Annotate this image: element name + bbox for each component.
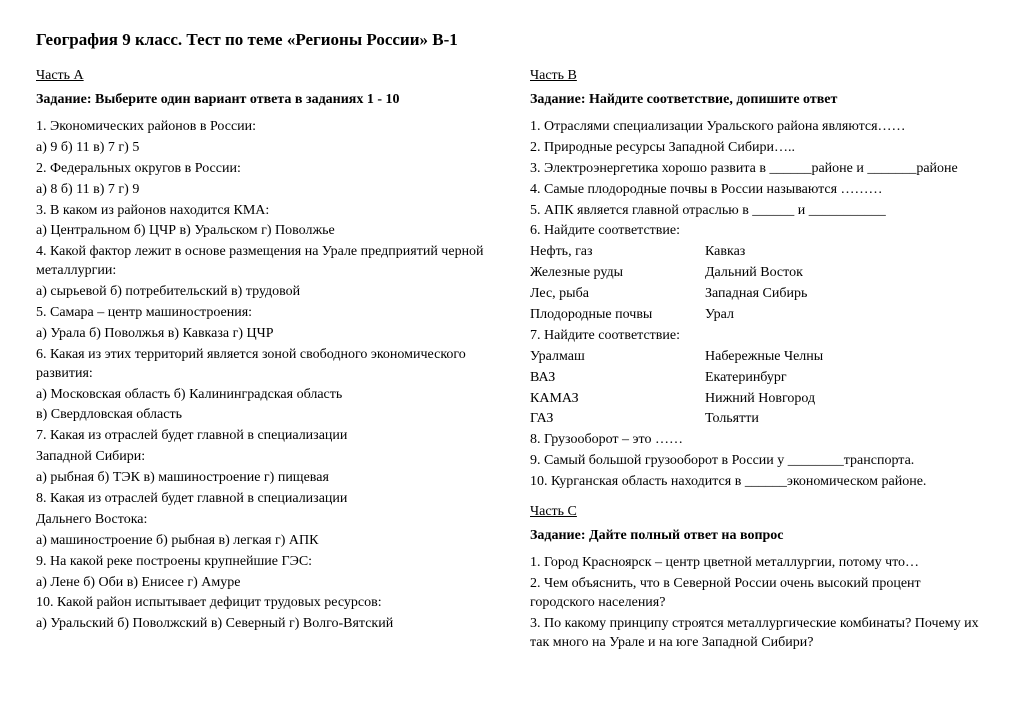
part-b-label: Часть В [530, 68, 988, 84]
part-b2-line: 10. Курганская область находится в _____… [530, 473, 988, 492]
left-column: Часть А Задание: Выберите один вариант о… [36, 62, 494, 654]
part-b1-line: 5. АПК является главной отраслью в _____… [530, 202, 988, 221]
match1-left: Плодородные почвы [530, 306, 705, 325]
part-b2-line: 8. Грузооборот – это …… [530, 431, 988, 450]
match-table-2: УралмашНабережные ЧелныВАЗЕкатеринбургКА… [530, 348, 988, 430]
match1-right: Кавказ [705, 243, 745, 262]
match2-row: ВАЗЕкатеринбург [530, 369, 988, 388]
part-b1-line: 3. Электроэнергетика хорошо развита в __… [530, 160, 988, 179]
part-a-line: 3. В каком из районов находится КМА: [36, 202, 494, 221]
match1-row: Нефть, газКавказ [530, 243, 988, 262]
part-b1-line: 2. Природные ресурсы Западной Сибири….. [530, 139, 988, 158]
two-column-layout: Часть А Задание: Выберите один вариант о… [36, 62, 988, 654]
match1-row: Плодородные почвыУрал [530, 306, 988, 325]
match1-right: Урал [705, 306, 734, 325]
part-a-line: 10. Какой район испытывает дефицит трудо… [36, 594, 494, 613]
match2-right: Набережные Челны [705, 348, 823, 367]
match1-right: Западная Сибирь [705, 285, 807, 304]
part-a-line: а) Центральном б) ЦЧР в) Уральском г) По… [36, 222, 494, 241]
part-a-line: 8. Какая из отраслей будет главной в спе… [36, 490, 494, 509]
part-b-task: Задание: Найдите соответствие, допишите … [530, 92, 988, 108]
part-c-label: Часть С [530, 504, 988, 520]
page-title: География 9 класс. Тест по теме «Регионы… [36, 30, 988, 50]
part-c-line: 3. По какому принципу строятся металлург… [530, 615, 988, 653]
part-b1-line: 4. Самые плодородные почвы в России назы… [530, 181, 988, 200]
part-a-line: а) машиностроение б) рыбная в) легкая г)… [36, 532, 494, 551]
part-a-line: 1. Экономических районов в России: [36, 118, 494, 137]
match2-left: ВАЗ [530, 369, 705, 388]
part-b1-line: 6. Найдите соответствие: [530, 222, 988, 241]
part-a-line: а) сырьевой б) потребительский в) трудов… [36, 283, 494, 302]
match2-row: КАМАЗНижний Новгород [530, 390, 988, 409]
match2-left: Уралмаш [530, 348, 705, 367]
part-a-line: а) 9 б) 11 в) 7 г) 5 [36, 139, 494, 158]
part-c-task: Задание: Дайте полный ответ на вопрос [530, 528, 988, 544]
part-a-line: Западной Сибири: [36, 448, 494, 467]
part-c-body: 1. Город Красноярск – центр цветной мета… [530, 554, 988, 652]
part-a-line: 4. Какой фактор лежит в основе размещени… [36, 243, 494, 281]
match2-left: КАМАЗ [530, 390, 705, 409]
part-a-line: Дальнего Востока: [36, 511, 494, 530]
part-a-line: а) Уральский б) Поволжский в) Северный г… [36, 615, 494, 634]
match2-right: Тольятти [705, 410, 759, 429]
match2-left: ГАЗ [530, 410, 705, 429]
part-a-line: 9. На какой реке построены крупнейшие ГЭ… [36, 553, 494, 572]
part-a-line: 2. Федеральных округов в России: [36, 160, 494, 179]
part-a-line: 6. Какая из этих территорий является зон… [36, 346, 494, 384]
match1-left: Лес, рыба [530, 285, 705, 304]
part-c-line: 1. Город Красноярск – центр цветной мета… [530, 554, 988, 573]
part-b-lines-2: 8. Грузооборот – это …… 9. Самый большой … [530, 431, 988, 492]
match-table-1: Нефть, газКавказЖелезные рудыДальний Вос… [530, 243, 988, 325]
part-a-line: а) Урала б) Поволжья в) Кавказа г) ЦЧР [36, 325, 494, 344]
part-a-label: Часть А [36, 68, 494, 84]
match1-left: Железные руды [530, 264, 705, 283]
part-b2-line: 9. Самый большой грузооборот в России у … [530, 452, 988, 471]
part-a-line: а) рыбная б) ТЭК в) машиностроение г) пи… [36, 469, 494, 488]
part-b-lines-1: 1. Отраслями специализации Уральского ра… [530, 118, 988, 241]
part-a-line: а) Московская область б) Калининградская… [36, 386, 494, 405]
match1-left: Нефть, газ [530, 243, 705, 262]
part-a-line: в) Свердловская область [36, 406, 494, 425]
part-b1-line: 1. Отраслями специализации Уральского ра… [530, 118, 988, 137]
part-a-line: а) Лене б) Оби в) Енисее г) Амуре [36, 574, 494, 593]
part-c-line: 2. Чем объяснить, что в Северной России … [530, 575, 988, 613]
part-a-line: а) 8 б) 11 в) 7 г) 9 [36, 181, 494, 200]
match2-right: Нижний Новгород [705, 390, 815, 409]
match1-row: Лес, рыбаЗападная Сибирь [530, 285, 988, 304]
match1-right: Дальний Восток [705, 264, 803, 283]
match1-row: Железные рудыДальний Восток [530, 264, 988, 283]
part-a-line: 7. Какая из отраслей будет главной в спе… [36, 427, 494, 446]
match2-row: УралмашНабережные Челны [530, 348, 988, 367]
part-a-body: 1. Экономических районов в России: а) 9 б… [36, 118, 494, 634]
right-column: Часть В Задание: Найдите соответствие, д… [530, 62, 988, 654]
part-b-line-7: 7. Найдите соответствие: [530, 327, 988, 346]
part-a-line: 5. Самара – центр машиностроения: [36, 304, 494, 323]
part-a-task: Задание: Выберите один вариант ответа в … [36, 92, 494, 108]
match2-row: ГАЗТольятти [530, 410, 988, 429]
match2-right: Екатеринбург [705, 369, 787, 388]
